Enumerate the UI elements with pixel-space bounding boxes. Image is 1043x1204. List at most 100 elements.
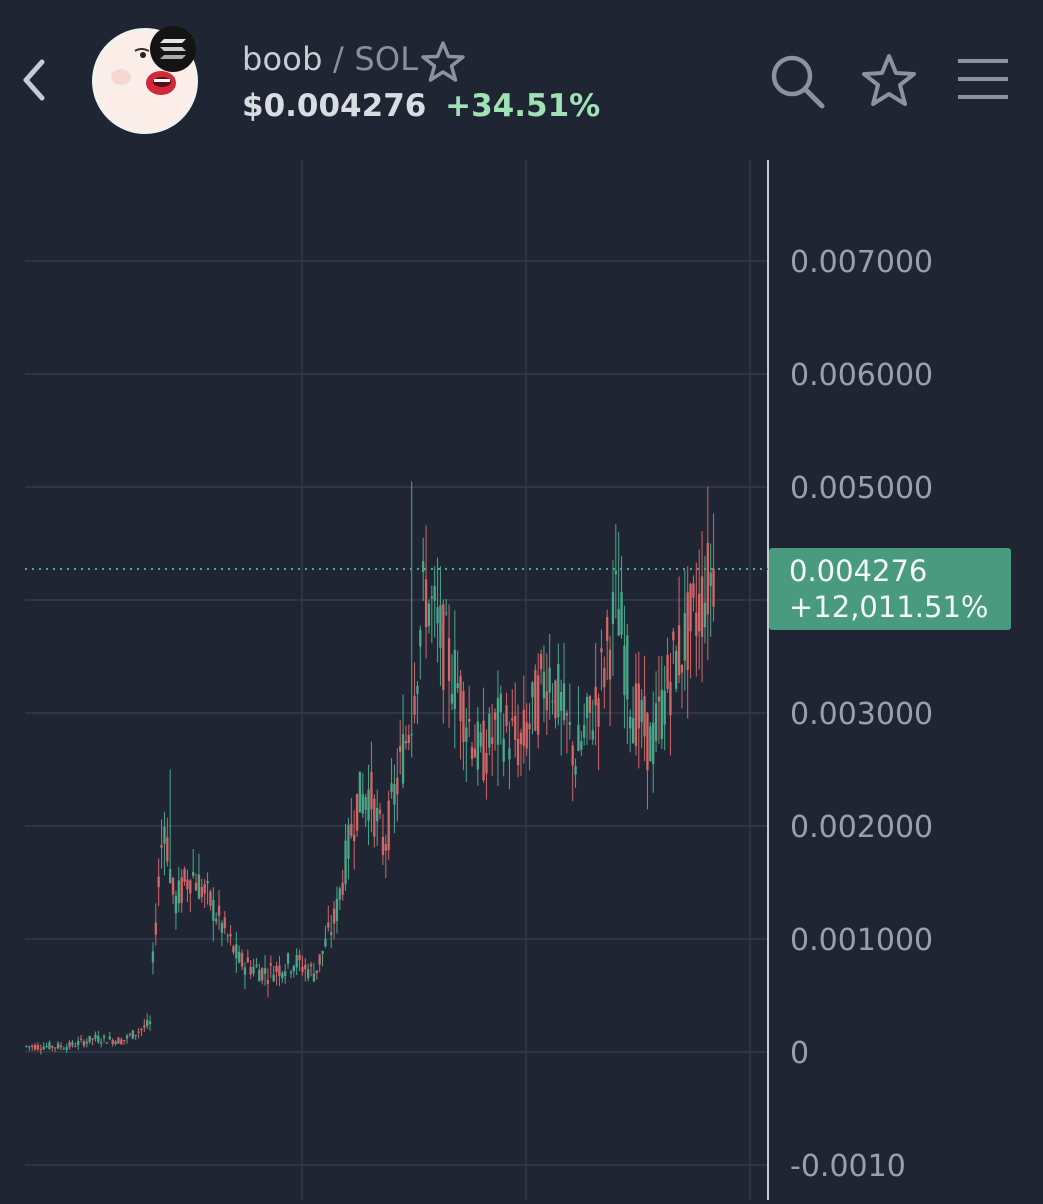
candle-body bbox=[114, 1041, 117, 1045]
candle-body bbox=[174, 895, 178, 914]
candle-body bbox=[148, 1021, 152, 1024]
candle-body bbox=[439, 605, 442, 648]
candle-body bbox=[166, 837, 169, 862]
candle-body bbox=[629, 716, 632, 729]
candle-body bbox=[304, 964, 307, 970]
y-axis-tick-label: 0.002000 bbox=[790, 810, 933, 845]
candle-body bbox=[505, 705, 508, 726]
solana-icon bbox=[160, 39, 186, 59]
candle-body bbox=[525, 722, 528, 749]
price-chart-svg[interactable]: -0.0010 0 0.001000 0.002000 0.003000 0.005000… bbox=[0, 150, 1043, 1200]
candle-body bbox=[396, 777, 399, 795]
candle-body bbox=[551, 701, 554, 703]
header: boob / SOL $0.004276 +34.51% bbox=[0, 0, 1043, 150]
candle-body bbox=[341, 882, 344, 895]
candle-body bbox=[97, 1035, 100, 1043]
candle-body bbox=[631, 718, 635, 744]
y-axis-tick-label: 0.003000 bbox=[790, 697, 933, 732]
candle-body bbox=[554, 680, 557, 719]
favorite-pair-button[interactable] bbox=[420, 40, 466, 84]
candle-body bbox=[298, 954, 301, 961]
watchlist-button[interactable] bbox=[860, 52, 918, 110]
candle-body bbox=[209, 891, 212, 906]
candle-body bbox=[634, 683, 638, 747]
candle-body bbox=[712, 568, 715, 607]
candle-body bbox=[703, 602, 707, 628]
candle-body bbox=[677, 625, 681, 676]
candle-body bbox=[123, 1039, 126, 1041]
candle-body bbox=[666, 654, 669, 689]
candle-body bbox=[594, 686, 597, 706]
candle-body bbox=[286, 953, 290, 964]
candle-body bbox=[281, 972, 284, 979]
candle-body bbox=[571, 745, 574, 766]
candle-body bbox=[522, 709, 525, 746]
back-button[interactable] bbox=[12, 52, 56, 108]
candle-body bbox=[278, 965, 281, 977]
candle-body bbox=[410, 733, 413, 736]
candle-body bbox=[534, 670, 537, 731]
candle-body bbox=[91, 1038, 94, 1040]
candle-body bbox=[468, 718, 471, 722]
candle-body bbox=[430, 596, 433, 599]
candle-body bbox=[482, 720, 485, 781]
menu-button[interactable] bbox=[954, 52, 1012, 110]
search-button[interactable] bbox=[768, 52, 826, 110]
candle-body bbox=[131, 1030, 134, 1039]
candle-body bbox=[94, 1034, 97, 1039]
candle-body bbox=[393, 784, 396, 805]
candle-body bbox=[347, 824, 350, 859]
candle-body bbox=[588, 696, 592, 714]
candle-body bbox=[542, 671, 546, 699]
base-symbol: boob bbox=[242, 40, 323, 78]
candle-body bbox=[312, 973, 316, 982]
candle-body bbox=[496, 697, 500, 745]
candle-body bbox=[514, 715, 517, 740]
candle-body bbox=[307, 969, 310, 979]
candle-body bbox=[275, 965, 278, 972]
candle-body bbox=[557, 663, 560, 718]
search-icon bbox=[771, 55, 825, 109]
candle-body bbox=[332, 908, 336, 924]
candle-body bbox=[384, 843, 387, 851]
candle-body bbox=[232, 946, 235, 953]
price-chart[interactable]: -0.0010 0 0.001000 0.002000 0.003000 0.005000… bbox=[0, 150, 1043, 1200]
candle-body bbox=[597, 698, 600, 727]
candle-body bbox=[387, 800, 390, 851]
candle-body bbox=[140, 1028, 143, 1030]
candle-body bbox=[146, 1019, 149, 1027]
candle-body bbox=[565, 712, 569, 716]
candle-body bbox=[373, 798, 376, 837]
candle-body bbox=[620, 592, 623, 635]
candle-body bbox=[695, 612, 698, 637]
candle-body bbox=[77, 1041, 80, 1046]
candle-body bbox=[433, 586, 436, 601]
candle-body bbox=[531, 682, 534, 698]
y-axis-tick-label: 0.001000 bbox=[790, 923, 933, 958]
candle-body bbox=[376, 807, 379, 822]
candle-body bbox=[289, 971, 293, 974]
candle-body bbox=[51, 1045, 54, 1048]
candle-body bbox=[56, 1043, 60, 1049]
token-avatar-group[interactable] bbox=[92, 26, 198, 134]
candle-body bbox=[640, 700, 643, 723]
candle-body bbox=[194, 882, 198, 891]
candle-body bbox=[381, 836, 385, 856]
candle-body bbox=[39, 1048, 42, 1050]
candle-body bbox=[548, 667, 551, 693]
candle-body bbox=[450, 694, 454, 704]
candle-body bbox=[456, 683, 459, 689]
candle-body bbox=[318, 954, 321, 965]
candle-body bbox=[102, 1035, 106, 1038]
candle-body bbox=[45, 1045, 48, 1047]
candle-body bbox=[82, 1041, 86, 1046]
candle-body bbox=[249, 967, 252, 975]
candle-body bbox=[344, 840, 347, 885]
candle-body bbox=[361, 794, 364, 814]
candle-body bbox=[100, 1042, 103, 1044]
candle-body bbox=[137, 1031, 140, 1033]
candle-body bbox=[528, 723, 531, 730]
candle-body bbox=[479, 732, 482, 747]
candle-body bbox=[367, 789, 370, 821]
candle-body bbox=[235, 944, 238, 959]
